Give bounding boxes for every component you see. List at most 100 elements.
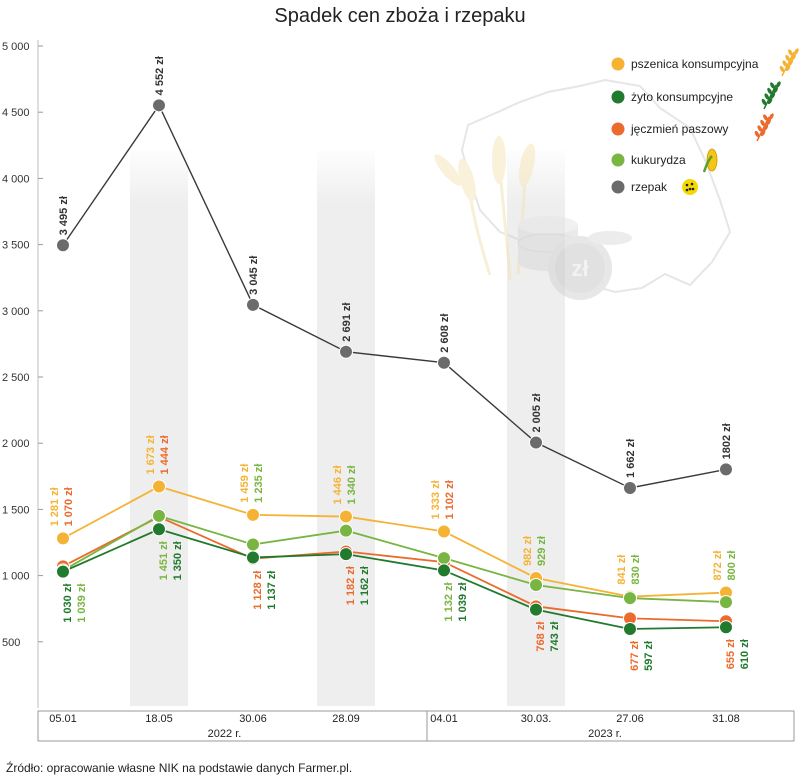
data-label: 1 444 zł [159, 435, 171, 474]
y-tick-label: 4 000 [2, 173, 30, 185]
data-point [339, 344, 353, 359]
source-note: Źródło: opracowanie własne NIK na podsta… [6, 760, 352, 775]
x-tick-label: 05.01 [49, 713, 77, 725]
legend-swatch [611, 153, 625, 167]
legend-label: kukurydza [631, 153, 686, 167]
data-label: 1 662 zł [625, 439, 637, 478]
data-point [246, 550, 260, 565]
y-tick-label: 4 500 [2, 107, 30, 119]
data-point [339, 523, 353, 538]
legend-label: pszenica konsumpcyjna [631, 57, 759, 71]
data-label: 597 zł [643, 641, 655, 671]
y-tick-label: 3 000 [2, 306, 30, 318]
chart-title: Spadek cen zboża i rzepaku [274, 5, 525, 27]
legend-swatch [611, 90, 625, 104]
data-point [56, 531, 70, 546]
legend: pszenica konsumpcyjna żyto konsumpcyjne ję… [611, 48, 799, 195]
data-label: 1 235 zł [253, 464, 265, 503]
data-label: 610 zł [739, 639, 751, 669]
poland-map-outline [460, 78, 732, 294]
data-label: 800 zł [726, 551, 738, 581]
data-point [437, 563, 451, 578]
wheat-icon [779, 48, 799, 77]
data-label: 929 zł [536, 536, 548, 566]
data-label: 1 137 zł [266, 571, 278, 610]
data-point [437, 524, 451, 539]
data-label: 1802 zł [721, 423, 733, 459]
data-label: 1 340 zł [346, 465, 358, 504]
x-axis-frame [37, 710, 795, 742]
data-label: 1 459 zł [239, 464, 251, 503]
data-label: 1 030 zł [62, 584, 74, 623]
y-tick-label: 3 500 [2, 240, 30, 252]
y-tick-label: 500 [2, 637, 20, 649]
series-lines [62, 103, 727, 630]
data-label: 1 281 zł [49, 487, 61, 526]
data-point [339, 547, 353, 562]
data-label: 768 zł [535, 622, 547, 652]
x-tick-label: 04.01 [430, 713, 458, 725]
data-point [529, 602, 543, 617]
data-point [719, 595, 733, 610]
data-label: 1 070 zł [63, 487, 75, 526]
y-tick-label: 2 500 [2, 372, 30, 384]
legend-swatch [611, 122, 625, 136]
data-label: 1 039 zł [76, 584, 88, 623]
data-label: 1 102 zł [444, 480, 456, 519]
rapeseed-icon [682, 179, 698, 195]
data-label: 830 zł [630, 555, 642, 585]
category-band [130, 150, 188, 706]
data-label: 677 zł [629, 641, 641, 671]
data-label: 1 350 zł [172, 541, 184, 580]
data-label: 1 039 zł [457, 582, 469, 621]
band-fade [38, 145, 798, 205]
data-label: 1 446 zł [332, 465, 344, 504]
data-point [529, 578, 543, 593]
data-label: 3 045 zł [248, 256, 260, 295]
data-label: 1 182 zł [345, 566, 357, 605]
year-group-label: 2022 r. [208, 728, 242, 740]
y-tick-label: 1 000 [2, 571, 30, 583]
x-tick-label: 30.06 [239, 713, 267, 725]
y-tick-label: 5 000 [2, 41, 30, 53]
category-bands [38, 145, 798, 706]
grain-decoration-icon [434, 136, 536, 281]
data-point [246, 297, 260, 312]
legend-swatch [611, 57, 625, 71]
series-line [62, 528, 727, 630]
svg-text:zł: zł [571, 256, 588, 281]
data-point [246, 537, 260, 552]
x-tick-label: 30.03. [521, 713, 552, 725]
x-tick-label: 28.09 [332, 713, 360, 725]
coins-decoration-icon: zł [517, 216, 632, 300]
data-point [56, 564, 70, 579]
data-label: 2 691 zł [341, 303, 353, 342]
rye-icon [761, 81, 781, 110]
legend-label: rzepak [631, 180, 668, 194]
y-tick-label: 2 000 [2, 438, 30, 450]
background-illustration: zł [434, 78, 732, 300]
year-group-label: 2023 r. [588, 728, 622, 740]
data-label: 2 608 zł [439, 314, 451, 353]
data-point [56, 238, 70, 253]
data-label: 3 495 zł [58, 196, 70, 235]
data-point [529, 435, 543, 450]
data-label: 1 162 zł [359, 566, 371, 605]
data-label: 1 673 zł [145, 435, 157, 474]
y-tick-label: 1 500 [2, 504, 30, 516]
data-label: 1 128 zł [252, 571, 264, 610]
x-axis: 05.01 18.05 30.06 28.09 04.01 30.03. 27.06 31.0… [37, 710, 795, 742]
data-label: 841 zł [616, 555, 628, 585]
data-point [339, 509, 353, 524]
data-point [152, 479, 166, 494]
data-label: 655 zł [725, 639, 737, 669]
data-label: 2 005 zł [531, 393, 543, 432]
series-line [62, 514, 727, 603]
data-point [152, 522, 166, 537]
data-point [719, 620, 733, 635]
series-line [62, 103, 727, 489]
data-point [719, 462, 733, 477]
y-axis-ticks: 500 1 000 1 500 2 000 2 500 3 000 3 500 4 000 4 … [2, 41, 43, 649]
data-point [152, 98, 166, 113]
